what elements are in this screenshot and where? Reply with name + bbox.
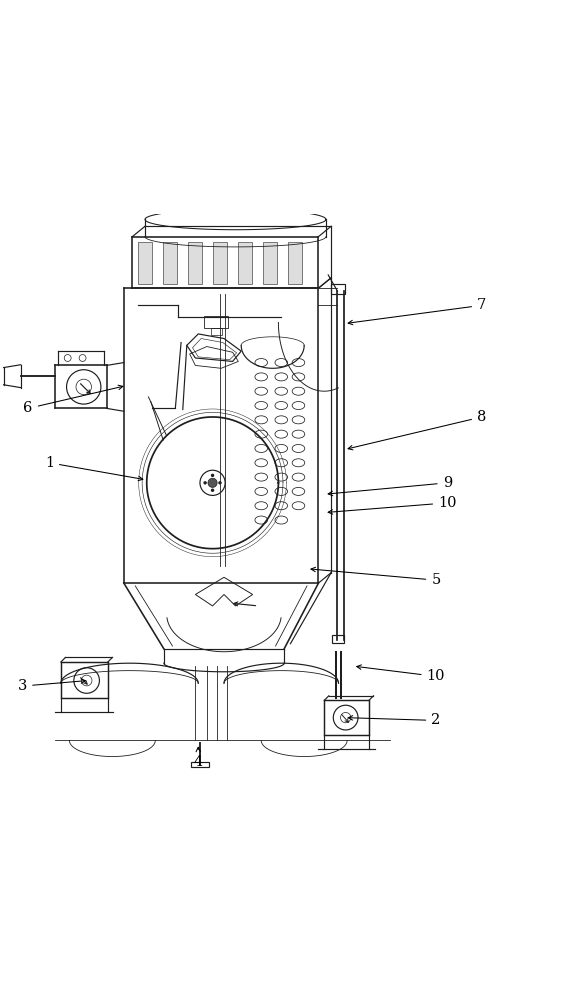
Text: 10: 10 [328, 496, 456, 514]
Circle shape [208, 478, 217, 487]
Circle shape [203, 481, 207, 485]
Text: 3: 3 [18, 679, 86, 693]
Text: 8: 8 [348, 410, 486, 450]
Circle shape [211, 474, 214, 477]
Bar [263, 242, 277, 284]
Text: 9: 9 [328, 476, 452, 496]
Bar [238, 242, 251, 284]
Bar [61, 662, 108, 698]
Bar [213, 242, 227, 284]
Bar [191, 762, 208, 767]
Bar [138, 242, 152, 284]
Bar [163, 242, 177, 284]
Bar [324, 700, 369, 735]
Text: 4: 4 [193, 747, 203, 769]
Text: 6: 6 [24, 385, 123, 415]
Bar [331, 284, 345, 294]
Bar [332, 635, 344, 643]
Circle shape [211, 489, 214, 492]
Text: 7: 7 [348, 298, 486, 325]
Text: 10: 10 [357, 665, 445, 683]
Text: 5: 5 [311, 567, 440, 587]
Bar [211, 328, 222, 335]
Text: 1: 1 [45, 456, 143, 481]
Text: 2: 2 [348, 713, 440, 727]
Bar [288, 242, 301, 284]
Bar [204, 316, 228, 328]
Bar [188, 242, 201, 284]
Circle shape [218, 481, 222, 485]
